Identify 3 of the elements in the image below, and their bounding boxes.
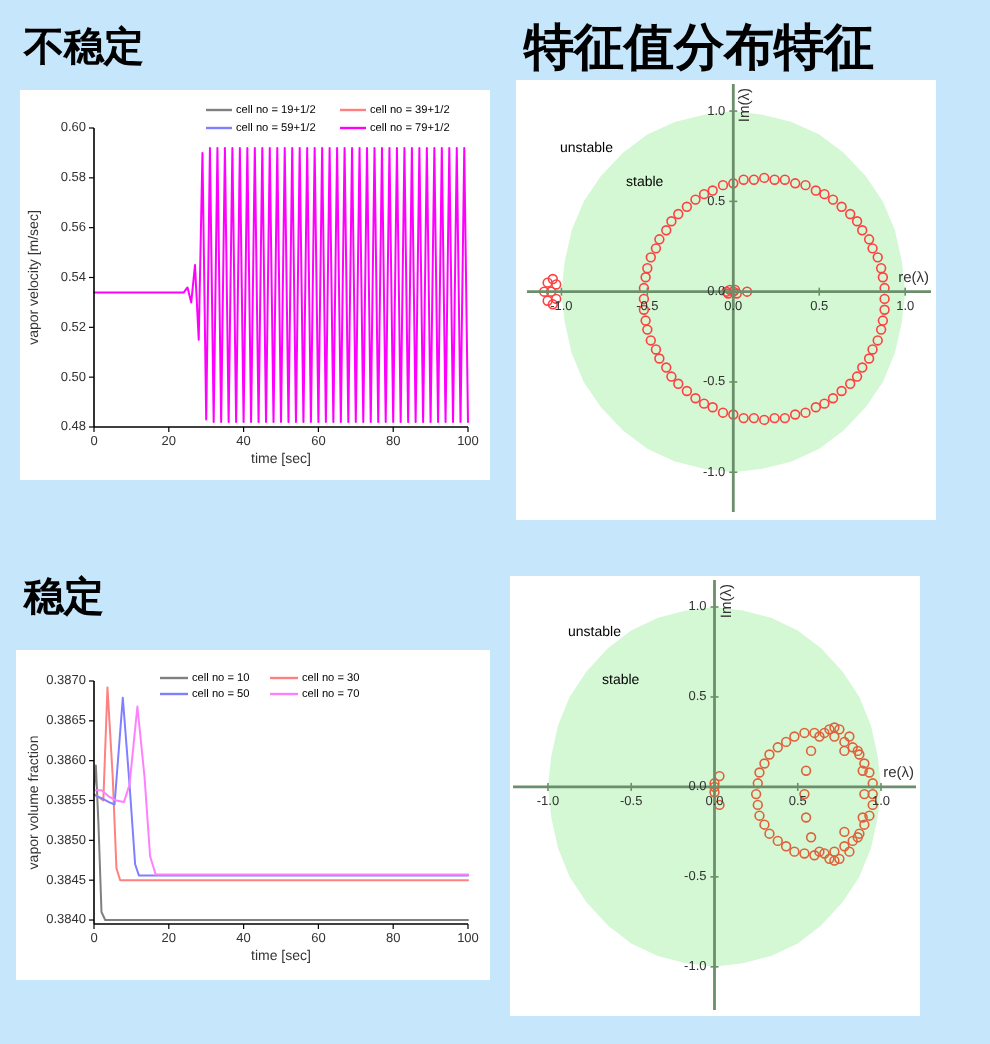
chart-title: 不稳定	[22, 24, 144, 70]
chart-title: 稳定	[22, 574, 104, 620]
chart-title: 特征值分布特征	[522, 20, 874, 76]
